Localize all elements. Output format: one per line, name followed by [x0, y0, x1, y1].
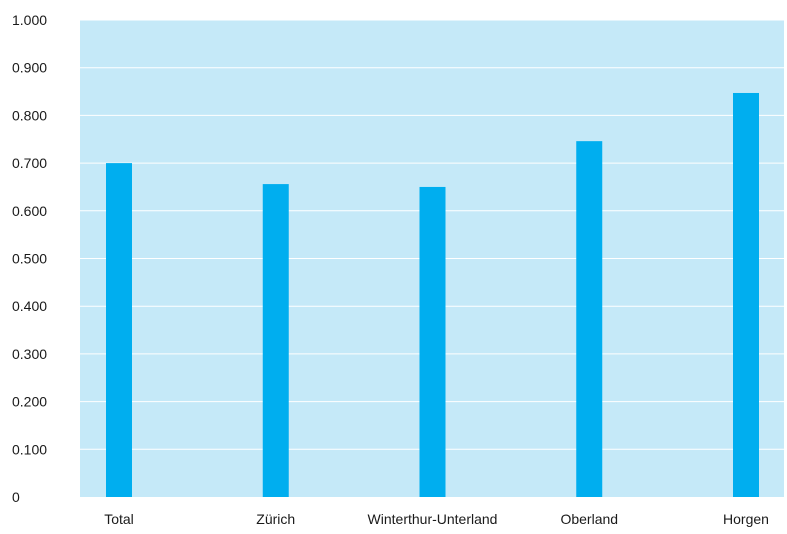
y-tick-label: 0.400: [12, 298, 47, 314]
y-tick-label: 0.800: [12, 107, 47, 123]
y-axis-tick-labels: 0 0.100 0.200 0.300 0.400 0.500 0.600 0.700 0.80…: [12, 12, 47, 505]
x-tick-label: Total: [104, 511, 134, 527]
bars: [106, 92, 759, 497]
x-tick-label: Horgen: [723, 511, 769, 527]
y-tick-label: 0.100: [12, 441, 47, 457]
bar-total: [106, 163, 132, 497]
y-tick-label: 0.900: [12, 60, 47, 76]
bar-horgen: [733, 92, 759, 497]
y-tick-label: 0: [12, 489, 20, 505]
bar-winterthur-unterland: [419, 186, 446, 497]
y-tick-label: 0.600: [12, 203, 47, 219]
x-axis-tick-labels: Total Zürich Winterthur-Unterland Oberland H…: [104, 511, 769, 527]
y-tick-label: 1.000: [12, 12, 47, 28]
y-tick-label: 0.300: [12, 346, 47, 362]
x-tick-label: Zürich: [256, 511, 295, 527]
bar-oberland: [576, 141, 603, 497]
y-tick-label: 0.700: [12, 155, 47, 171]
x-tick-label: Oberland: [560, 511, 618, 527]
y-tick-label: 0.500: [12, 251, 47, 267]
bar-zürich: [262, 184, 289, 497]
y-tick-label: 0.200: [12, 394, 47, 410]
x-tick-label: Winterthur-Unterland: [368, 511, 498, 527]
